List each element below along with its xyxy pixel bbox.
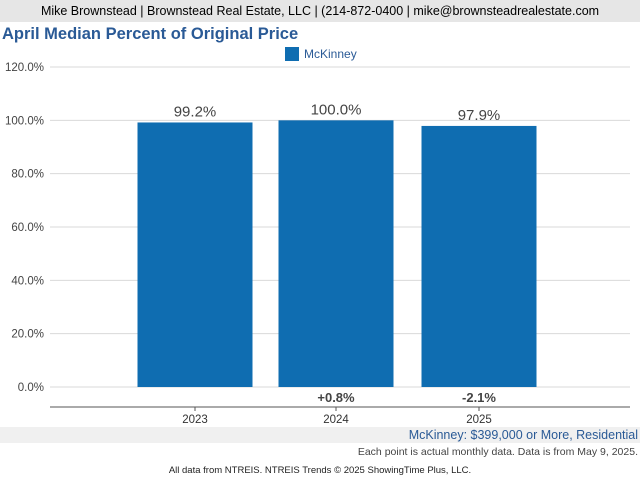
y-tick-label: 0.0% bbox=[18, 382, 44, 394]
footer-band bbox=[0, 427, 640, 443]
legend-label: McKinney bbox=[304, 47, 357, 61]
bar-value-label: 100.0% bbox=[311, 101, 362, 118]
bar-value-label: 97.9% bbox=[458, 107, 501, 124]
y-tick-label: 80.0% bbox=[11, 169, 44, 181]
chart-title: April Median Percent of Original Price bbox=[2, 25, 299, 43]
bar bbox=[421, 125, 537, 387]
credit-line: All data from NTREIS. NTREIS Trends © 20… bbox=[168, 465, 472, 476]
x-tick-label: 2024 bbox=[323, 414, 349, 426]
bar bbox=[137, 122, 253, 387]
y-axis-ticks: 0.0% 20.0% 40.0% 60.0% 80.0% 100.0% 120.0% bbox=[5, 62, 44, 394]
bar-value-label: 99.2% bbox=[174, 103, 217, 120]
contact-text: Mike Brownstead | Brownstead Real Estate… bbox=[40, 4, 600, 18]
bar bbox=[278, 120, 394, 387]
x-tick-label: 2025 bbox=[466, 414, 492, 426]
x-tick-label: 2023 bbox=[182, 414, 208, 426]
bars bbox=[137, 120, 537, 387]
legend: McKinney bbox=[285, 46, 357, 62]
contact-header: Mike Brownstead | Brownstead Real Estate… bbox=[0, 0, 640, 22]
y-tick-label: 100.0% bbox=[5, 115, 44, 127]
change-label: +0.8% bbox=[317, 390, 355, 405]
y-tick-label: 60.0% bbox=[11, 222, 44, 234]
x-axis-ticks: 2023 2024 2025 bbox=[182, 407, 492, 426]
legend-swatch bbox=[285, 47, 299, 61]
y-tick-label: 20.0% bbox=[11, 329, 44, 341]
chart-subtitle: McKinney: $399,000 or More, Residential bbox=[408, 428, 638, 442]
change-label: -2.1% bbox=[462, 390, 496, 405]
y-tick-label: 40.0% bbox=[11, 275, 44, 287]
data-note: Each point is actual monthly data. Data … bbox=[357, 446, 638, 458]
y-tick-label: 120.0% bbox=[5, 62, 44, 74]
data-labels: 99.2% 100.0% +0.8% 97.9% -2.1% bbox=[174, 101, 501, 405]
